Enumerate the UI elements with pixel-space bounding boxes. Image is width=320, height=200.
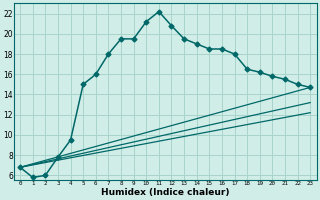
X-axis label: Humidex (Indice chaleur): Humidex (Indice chaleur): [101, 188, 229, 197]
